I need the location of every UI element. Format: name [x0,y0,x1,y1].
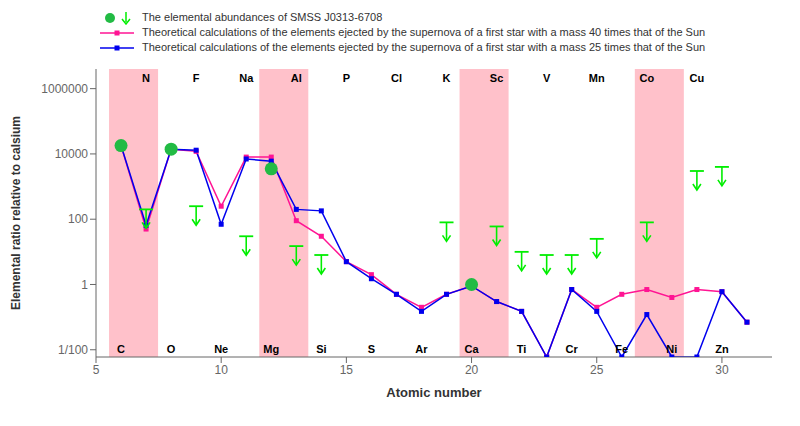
svg-text:Mg: Mg [263,343,279,355]
svg-text:Si: Si [316,343,326,355]
svg-text:1000000: 1000000 [41,82,88,96]
svg-text:O: O [167,343,176,355]
svg-text:N: N [142,72,150,84]
svg-text:Al: Al [291,72,302,84]
svg-text:Cu: Cu [690,72,705,84]
svg-text:1/100: 1/100 [58,343,88,357]
html-text:Theoretical calculations of th: Theoretical calculations of the elements… [142,41,706,53]
svg-text:Sc: Sc [490,72,503,84]
svg-text:15: 15 [340,363,354,377]
svg-text:10000: 10000 [55,147,89,161]
svg-text:P: P [343,72,350,84]
svg-text:S: S [368,343,375,355]
svg-text:Ca: Ca [465,343,480,355]
svg-text:Zn: Zn [715,343,729,355]
svg-text:Cl: Cl [391,72,402,84]
svg-text:5: 5 [93,363,100,377]
svg-text:Ne: Ne [214,343,228,355]
svg-text:Fe: Fe [615,343,628,355]
svg-text:Ti: Ti [517,343,527,355]
svg-text:Atomic number: Atomic number [386,385,481,400]
svg-text:10: 10 [215,363,229,377]
svg-text:Elemental ratio relative to ca: Elemental ratio relative to calsium [9,116,23,310]
svg-text:20: 20 [465,363,479,377]
svg-text:K: K [443,72,451,84]
svg-text:Ar: Ar [415,343,428,355]
svg-text:1: 1 [81,278,88,292]
svg-text:Ni: Ni [666,343,677,355]
svg-text:C: C [117,343,125,355]
svg-text:Na: Na [239,72,254,84]
svg-text:100: 100 [68,212,88,226]
svg-text:Mn: Mn [589,72,605,84]
svg-text:V: V [543,72,551,84]
svg-text:F: F [193,72,200,84]
html-text:The elemental abundances of SM: The elemental abundances of SMSS J0313-6… [142,11,383,23]
svg-text:Cr: Cr [566,343,579,355]
html-text:Theoretical calculations of th: Theoretical calculations of the elements… [142,26,706,38]
svg-text:30: 30 [715,363,729,377]
svg-text:25: 25 [590,363,604,377]
svg-text:Co: Co [639,72,654,84]
